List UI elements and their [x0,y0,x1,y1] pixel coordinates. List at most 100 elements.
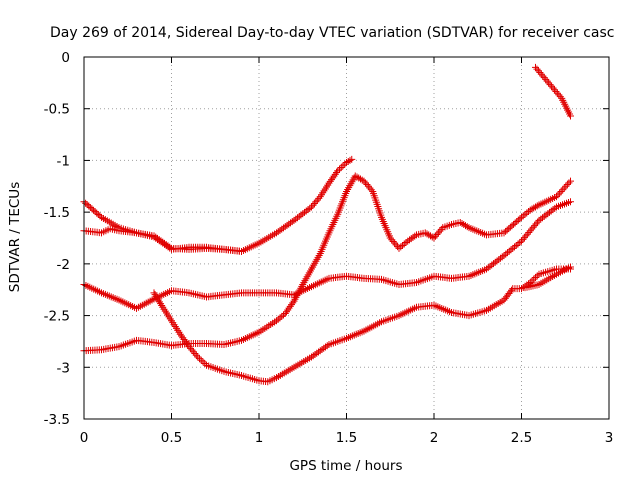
series-track-5 [150,265,574,386]
data-point [157,300,165,308]
data-point [537,70,545,78]
x-tick-label: 2.5 [511,430,532,446]
x-tick-label: 0 [80,430,89,446]
data-point [155,298,163,306]
data-point [529,223,537,231]
data-point [323,342,331,350]
data-point [534,67,542,75]
x-tick-label: 3 [605,430,614,446]
data-point [188,346,196,354]
data-point [519,212,527,220]
data-point [562,182,570,190]
y-tick-label: -3.5 [44,412,70,428]
data-point [525,228,533,236]
data-point [192,351,200,359]
data-point [281,310,289,318]
data-point [389,237,397,245]
data-point [330,172,338,180]
data-point [178,332,185,340]
data-point [154,296,162,304]
data-point [313,196,321,204]
data-point [556,93,564,101]
data-point [289,299,297,307]
y-tick-label: -0.5 [44,102,70,118]
data-point [552,87,560,95]
data-point [555,91,563,99]
data-point [504,249,511,257]
data-series [80,63,574,386]
data-point [532,63,539,71]
data-point [306,204,314,212]
data-point [288,301,295,309]
data-point [197,356,205,364]
data-point [543,77,551,85]
data-point [565,179,573,187]
data-point [437,225,445,233]
data-point [560,184,568,192]
data-point [528,277,536,285]
data-point [274,315,282,323]
data-point [533,272,541,280]
data-point [386,234,394,242]
data-point [331,170,339,178]
data-point [550,86,558,94]
data-point [554,191,562,199]
data-point [533,202,541,210]
data-point [508,286,515,294]
x-axis-label: GPS time / hours [289,458,402,474]
plot-frame [83,56,610,420]
series-track-6 [521,263,574,292]
data-point [364,182,372,190]
data-point [273,317,280,325]
data-point [433,231,441,239]
data-point [546,81,554,89]
x-tick-label: 0.5 [161,430,182,446]
data-point [522,232,530,240]
data-point [339,162,347,170]
data-point [428,233,436,241]
y-tick-label: -3 [57,360,70,376]
data-point [567,198,574,206]
data-point [346,156,354,164]
y-tick-label: 0 [61,50,70,66]
data-point [532,220,540,228]
data-point [549,84,557,92]
data-point [567,263,574,271]
series-track-7 [532,63,574,120]
data-point [509,244,517,252]
data-point [523,230,531,238]
data-point [400,240,408,248]
series-track-4 [80,172,574,355]
data-point [185,343,193,351]
data-point [534,218,542,226]
x-tick-label: 1.5 [336,430,357,446]
series-track-3 [80,198,574,312]
data-point [391,239,399,247]
data-point [563,181,571,189]
data-point [531,222,539,230]
data-point [528,225,536,233]
data-point [411,232,419,240]
data-point [367,186,375,194]
data-point [189,348,197,356]
data-point [166,244,174,252]
data-point [567,177,574,185]
data-point [397,243,405,251]
data-point [516,215,524,223]
data-point [309,201,317,209]
data-point [179,334,187,342]
data-point [181,337,189,345]
data-point [196,355,203,363]
data-point [276,314,284,322]
y-axis-label: SDTVAR / TECUs [7,182,23,292]
data-point [363,181,371,189]
data-point [96,212,104,220]
y-tick-label: -1.5 [44,205,70,221]
data-point [326,177,334,185]
data-point [278,312,286,320]
y-tick-labels: 0 -0.5 -1 -1.5 -2 -2.5 -3 -3.5 [44,50,70,428]
data-point [153,294,161,302]
data-point [523,209,531,217]
chart-title: Day 269 of 2014, Sidereal Day-to-day VTE… [50,25,614,41]
data-point [328,176,335,184]
